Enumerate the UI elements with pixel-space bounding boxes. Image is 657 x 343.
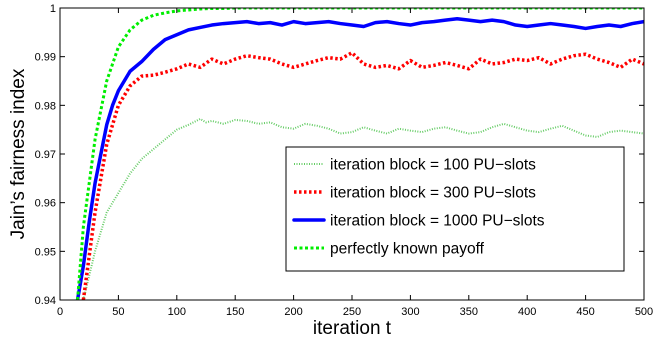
x-tick-label: 450: [576, 306, 594, 318]
y-tick-label: 0.96: [35, 198, 56, 210]
x-tick-label: 100: [168, 306, 186, 318]
x-tick-label: 50: [112, 306, 124, 318]
y-tick-label: 1: [50, 3, 56, 15]
x-tick-label: 500: [635, 306, 653, 318]
x-tick-label: 350: [460, 306, 478, 318]
y-tick-label: 0.98: [35, 100, 56, 112]
series-line-2: [81, 51, 644, 300]
y-tick-label: 0.95: [35, 246, 56, 258]
y-tick-label: 0.94: [35, 295, 56, 307]
legend-label: iteration block = 300 PU−slots: [330, 185, 536, 202]
series-line-3: [75, 16, 644, 300]
legend-label: perfectly known payoff: [330, 241, 485, 258]
x-axis-label: iteration t: [313, 318, 392, 339]
series-line-1: [82, 117, 644, 300]
x-tick-label: 200: [284, 306, 302, 318]
y-tick-label: 0.97: [35, 149, 56, 161]
series-layer: [75, 8, 644, 300]
y-tick-label: 0.99: [35, 52, 56, 64]
tick-layer: 0 50 100 150 200 250 300 350 400 450 500 0.94 0.95 0.…: [35, 3, 654, 318]
legend: iteration block = 100 PU−slots iteration …: [285, 146, 625, 272]
legend-box: [285, 146, 625, 272]
legend-label: iteration block = 100 PU−slots: [330, 157, 536, 174]
series-line-4: [76, 8, 644, 300]
x-tick-label: 0: [57, 306, 63, 318]
y-axis-label: Jain’s fairness index: [8, 68, 29, 239]
x-tick-label: 300: [401, 306, 419, 318]
legend-label: iteration block = 1000 PU−slots: [330, 213, 545, 230]
x-tick-label: 250: [343, 306, 361, 318]
x-tick-label: 150: [226, 306, 244, 318]
x-tick-label: 400: [518, 306, 536, 318]
